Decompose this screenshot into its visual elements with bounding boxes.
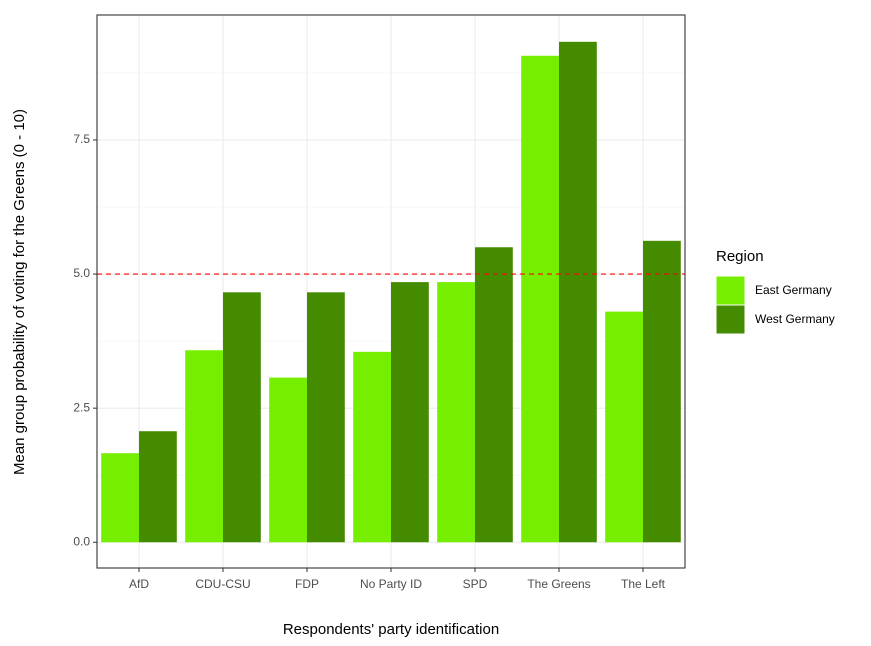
bar — [437, 282, 475, 543]
legend-label: West Germany — [755, 312, 835, 326]
bar — [139, 431, 177, 543]
y-tick-label: 0.0 — [73, 534, 90, 548]
legend-title: Region — [716, 248, 764, 265]
bar — [521, 55, 559, 543]
x-tick-label: SPD — [463, 577, 488, 591]
x-tick-label: The Greens — [527, 577, 590, 591]
bar — [475, 247, 513, 543]
y-tick-label: 7.5 — [73, 132, 90, 146]
bar — [559, 41, 597, 543]
x-tick-label: No Party ID — [360, 577, 422, 591]
x-tick-label: FDP — [295, 577, 319, 591]
x-tick-label: The Left — [621, 577, 666, 591]
x-tick-label: AfD — [129, 577, 149, 591]
legend-key — [715, 275, 746, 306]
bar — [223, 292, 261, 543]
bar — [643, 240, 681, 543]
x-tick-label: CDU-CSU — [195, 577, 250, 591]
bar — [605, 311, 643, 543]
x-axis-title: Respondents' party identification — [283, 621, 499, 638]
y-tick-label: 5.0 — [73, 266, 90, 280]
y-axis-title: Mean group probability of voting for the… — [11, 109, 28, 475]
y-tick-label: 2.5 — [73, 400, 90, 414]
legend-label: East Germany — [755, 283, 832, 297]
bar — [307, 292, 345, 543]
bar — [101, 453, 139, 543]
bar — [391, 282, 429, 543]
plot-border — [96, 14, 686, 569]
legend-key — [715, 304, 746, 335]
bar — [185, 350, 223, 543]
bar — [269, 377, 307, 543]
bar — [353, 351, 391, 543]
